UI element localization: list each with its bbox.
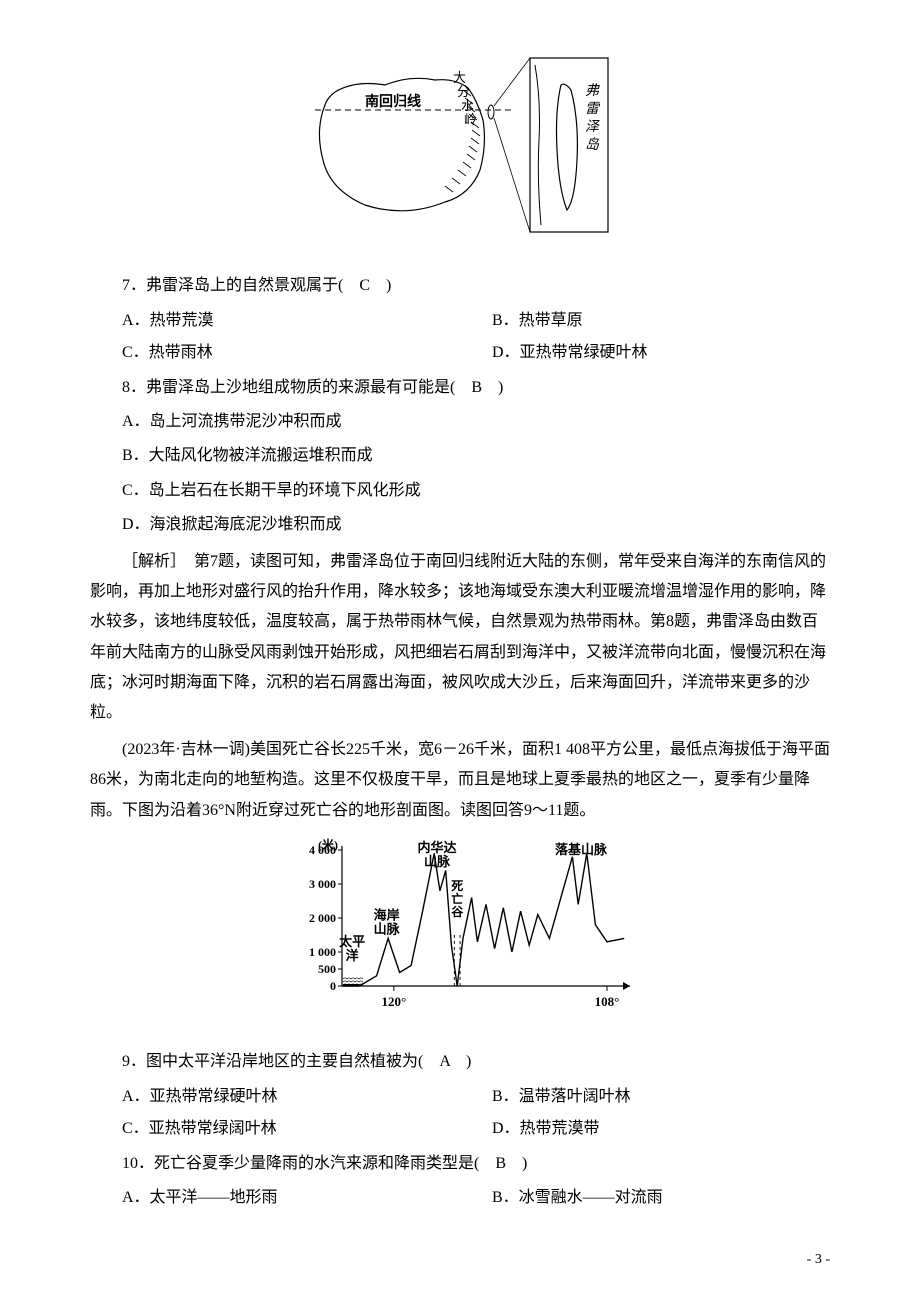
svg-text:山脉: 山脉 (374, 922, 401, 937)
q7-row1: A．热带荒漠 B．热带草原 (90, 306, 830, 336)
q10-optB: B．冰雪融水——对流雨 (460, 1183, 830, 1213)
q8-optA: A．岛上河流携带泥沙冲积而成 (90, 407, 830, 437)
map-svg: 南回归线 大 分 水 岭 弗 雷 泽 岛 (305, 50, 615, 240)
figure-australia-map: 南回归线 大 分 水 岭 弗 雷 泽 岛 (90, 50, 830, 251)
q9-optB: B．温带落叶阔叶林 (460, 1082, 830, 1112)
q8-optD: D．海浪掀起海底泥沙堆积而成 (90, 510, 830, 540)
svg-text:500: 500 (318, 962, 336, 976)
q8-stem: 8．弗雷泽岛上沙地组成物质的来源最有可能是( B ) (90, 373, 830, 403)
q7-optB: B．热带草原 (460, 306, 830, 336)
q7-stem: 7．弗雷泽岛上的自然景观属于( C ) (90, 271, 830, 301)
svg-text:岛: 岛 (585, 137, 600, 153)
svg-text:亡: 亡 (451, 891, 463, 906)
q8-optB: B．大陆风化物被洋流搬运堆积而成 (90, 441, 830, 471)
svg-text:山脉: 山脉 (424, 854, 451, 869)
svg-text:太平: 太平 (338, 934, 365, 949)
q9-row1: A．亚热带常绿硬叶林 B．温带落叶阔叶林 (90, 1082, 830, 1112)
q9-optC: C．亚热带常绿阔叶林 (90, 1114, 460, 1144)
q10-row1: A．太平洋——地形雨 B．冰雪融水——对流雨 (90, 1183, 830, 1213)
svg-text:泽: 泽 (585, 119, 600, 135)
svg-text:洋: 洋 (346, 948, 359, 963)
q10-optA: A．太平洋——地形雨 (90, 1183, 460, 1213)
inset-connector-top (494, 58, 530, 106)
q7-row2: C．热带雨林 D．亚热带常绿硬叶林 (90, 338, 830, 368)
inset-connector-bottom (494, 118, 530, 232)
svg-text:落基山脉: 落基山脉 (555, 842, 608, 857)
q7-optA: A．热带荒漠 (90, 306, 460, 336)
svg-text:弗: 弗 (585, 83, 600, 99)
svg-text:水: 水 (461, 98, 474, 113)
q8-optC: C．岛上岩石在长期干旱的环境下风化形成 (90, 476, 830, 506)
svg-text:4 000: 4 000 (309, 843, 336, 857)
tropic-label: 南回归线 (365, 93, 421, 110)
explain-78: ［解析］ 第7题，读图可知，弗雷泽岛位于南回归线附近大陆的东侧，常年受来自海洋的… (90, 547, 830, 729)
q7-optC: C．热带雨林 (90, 338, 460, 368)
svg-text:大: 大 (453, 70, 466, 85)
svg-text:1 000: 1 000 (309, 945, 336, 959)
svg-text:2 000: 2 000 (309, 911, 336, 925)
svg-text:3 000: 3 000 (309, 877, 336, 891)
q9-stem: 9．图中太平洋沿岸地区的主要自然植被为( A ) (90, 1047, 830, 1077)
great-divide-label: 大 分 水 岭 (453, 70, 477, 127)
svg-text:死: 死 (451, 879, 463, 893)
q9-row2: C．亚热带常绿阔叶林 D．热带荒漠带 (90, 1114, 830, 1144)
profile-svg: (米)4 0003 0002 0001 0005000120°108°太平洋海岸… (280, 836, 640, 1016)
svg-text:海岸: 海岸 (374, 908, 400, 923)
svg-text:雷: 雷 (585, 101, 601, 117)
intro-911: (2023年·吉林一调)美国死亡谷长225千米，宽6－26千米，面积1 408平… (90, 735, 830, 826)
q7-optD: D．亚热带常绿硬叶林 (460, 338, 830, 368)
page-number: - 3 - (807, 1247, 830, 1274)
q10-stem: 10．死亡谷夏季少量降雨的水汽来源和降雨类型是( B ) (90, 1149, 830, 1179)
svg-text:分: 分 (457, 84, 470, 99)
q9-optD: D．热带荒漠带 (460, 1114, 830, 1144)
svg-text:108°: 108° (595, 994, 620, 1009)
svg-text:内华达: 内华达 (418, 840, 457, 855)
figure-profile: (米)4 0003 0002 0001 0005000120°108°太平洋海岸… (90, 836, 830, 1027)
svg-text:0: 0 (330, 979, 336, 993)
q9-optA: A．亚热带常绿硬叶林 (90, 1082, 460, 1112)
fraser-island-small (488, 105, 494, 119)
svg-text:谷: 谷 (451, 904, 464, 919)
svg-text:岭: 岭 (464, 112, 477, 127)
svg-text:120°: 120° (381, 994, 406, 1009)
